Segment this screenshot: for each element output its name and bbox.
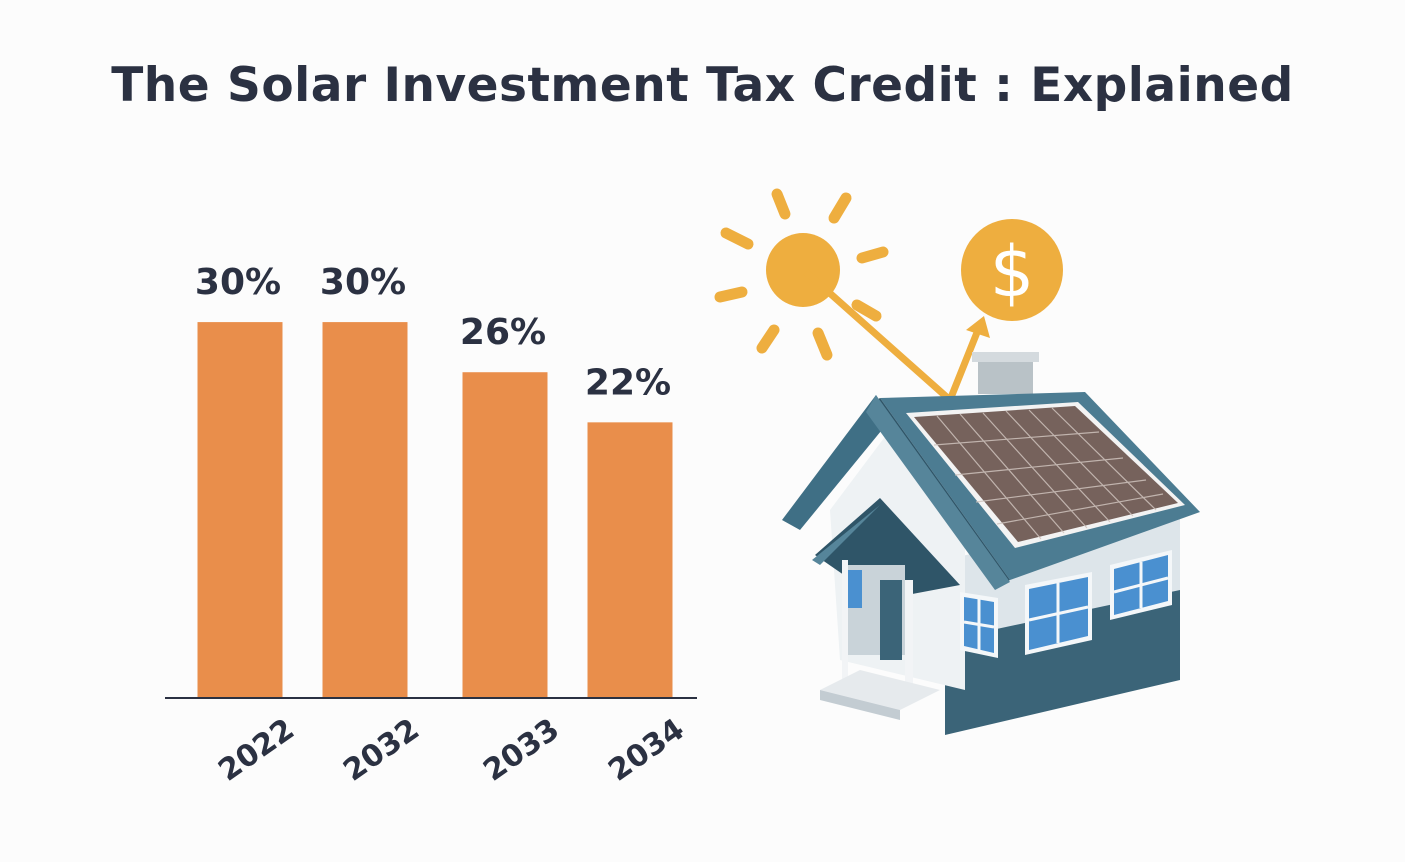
chart-title: The Solar Investment Tax Credit : Explai… bbox=[111, 58, 1294, 113]
bar-2034 bbox=[587, 422, 673, 698]
dollar-coin-icon: $ bbox=[961, 219, 1063, 321]
value-label-2033: 26% bbox=[460, 312, 546, 353]
coin-symbol: $ bbox=[990, 231, 1035, 313]
window-icon bbox=[1110, 550, 1172, 620]
value-label-2034: 22% bbox=[585, 362, 671, 403]
bars-group bbox=[197, 322, 673, 698]
bar-2022 bbox=[197, 322, 283, 698]
bar-2032 bbox=[322, 322, 408, 698]
house-with-solar-panels-icon bbox=[782, 352, 1200, 735]
window-icon bbox=[1025, 572, 1092, 655]
sun-icon bbox=[714, 188, 889, 361]
window-icon bbox=[960, 592, 998, 658]
value-label-2022: 30% bbox=[195, 262, 281, 303]
value-label-2032: 30% bbox=[320, 262, 406, 303]
bar-2033 bbox=[462, 372, 548, 698]
sunlight-arrow-icon bbox=[803, 269, 990, 404]
value-labels-group: 30% 30% 26% 22% bbox=[195, 262, 671, 403]
bar-chart: 30% 30%26%22% 2022 2032 2033 2034 bbox=[165, 262, 697, 789]
